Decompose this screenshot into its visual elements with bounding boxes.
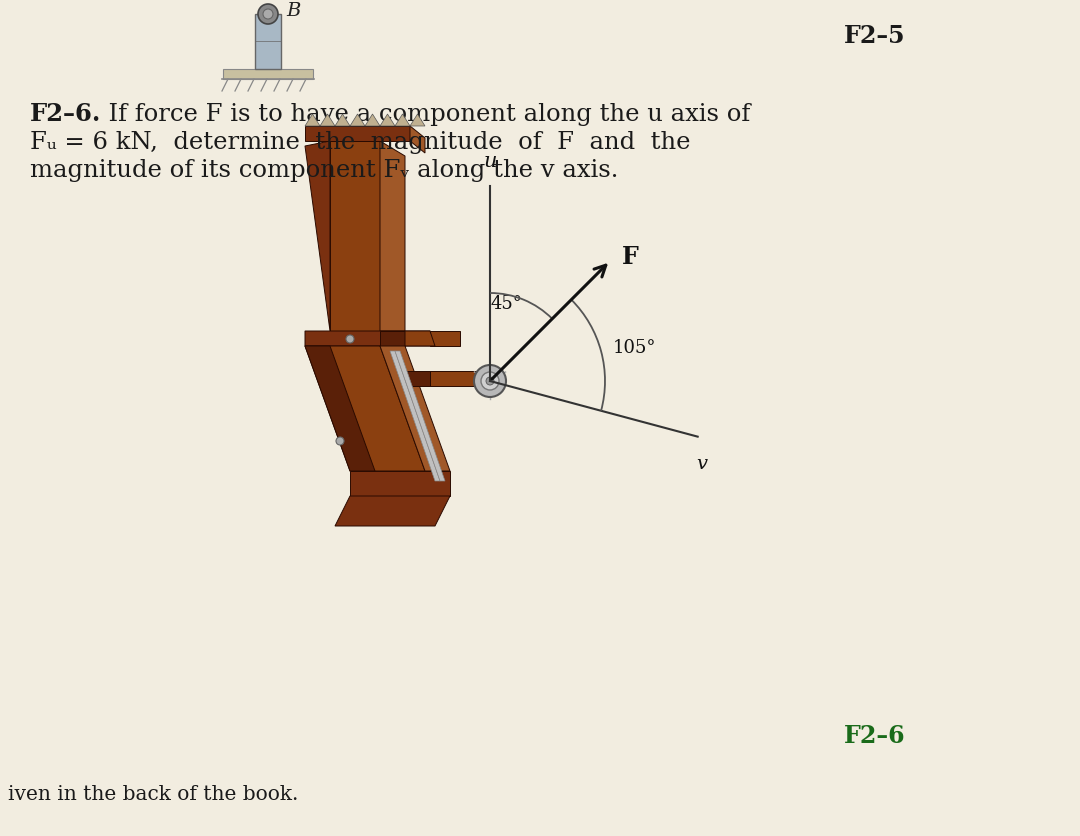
Text: u: u xyxy=(483,152,497,171)
Circle shape xyxy=(346,335,354,343)
Polygon shape xyxy=(430,371,500,386)
Polygon shape xyxy=(405,371,430,386)
Polygon shape xyxy=(305,141,330,331)
Polygon shape xyxy=(430,331,460,346)
Text: B: B xyxy=(286,2,300,20)
Polygon shape xyxy=(350,471,450,496)
Polygon shape xyxy=(335,496,450,526)
Polygon shape xyxy=(365,114,380,126)
Polygon shape xyxy=(335,114,350,126)
Text: F2–6.: F2–6. xyxy=(30,102,102,126)
Polygon shape xyxy=(330,141,380,331)
Circle shape xyxy=(486,377,494,385)
Circle shape xyxy=(481,372,499,390)
FancyBboxPatch shape xyxy=(255,14,281,69)
Text: 45°: 45° xyxy=(490,295,523,314)
Text: F2–5: F2–5 xyxy=(845,24,906,48)
Text: F2–6: F2–6 xyxy=(845,724,906,748)
Polygon shape xyxy=(410,114,426,126)
Polygon shape xyxy=(380,346,450,471)
Circle shape xyxy=(336,437,345,445)
Text: Fᵤ = 6 kN,  determine  the  magnitude  of  F  and  the: Fᵤ = 6 kN, determine the magnitude of F … xyxy=(30,130,690,154)
Polygon shape xyxy=(405,331,435,346)
Polygon shape xyxy=(380,114,395,126)
Text: magnitude of its component Fᵥ along the v axis.: magnitude of its component Fᵥ along the … xyxy=(30,159,619,181)
Polygon shape xyxy=(395,114,410,126)
Polygon shape xyxy=(410,126,426,153)
Polygon shape xyxy=(305,114,320,126)
Polygon shape xyxy=(305,346,426,471)
Circle shape xyxy=(264,9,273,19)
Circle shape xyxy=(258,4,278,24)
Text: iven in the back of the book.: iven in the back of the book. xyxy=(8,784,298,803)
Polygon shape xyxy=(380,331,405,346)
Circle shape xyxy=(474,365,507,397)
Polygon shape xyxy=(305,126,410,141)
Polygon shape xyxy=(390,351,440,481)
Polygon shape xyxy=(320,114,335,126)
Text: 105°: 105° xyxy=(612,339,657,357)
FancyBboxPatch shape xyxy=(222,69,313,79)
Polygon shape xyxy=(305,346,375,471)
Text: F: F xyxy=(622,245,639,269)
Text: If force F is to have a component along the u axis of: If force F is to have a component along … xyxy=(93,103,751,125)
Polygon shape xyxy=(380,141,405,331)
Polygon shape xyxy=(350,114,365,126)
Polygon shape xyxy=(305,331,435,346)
Text: v: v xyxy=(697,455,707,472)
Polygon shape xyxy=(395,351,445,481)
